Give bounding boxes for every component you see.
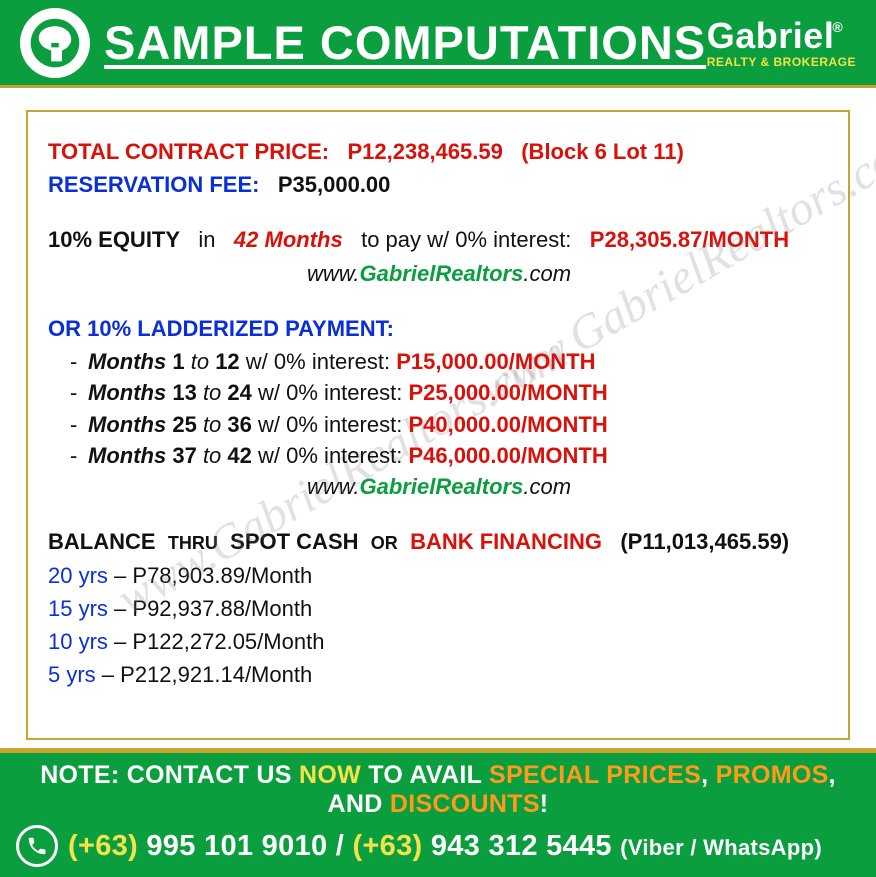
brand-logo-icon xyxy=(20,8,90,78)
finance-row: 5 yrs – P212,921.14/Month xyxy=(48,659,830,690)
header-bar: SAMPLE COMPUTATIONS Gabriel® REALTY & BR… xyxy=(0,0,876,88)
ladder-tier: Months 25 to 36 w/ 0% interest: P40,000.… xyxy=(70,409,830,440)
computation-panel: www.GabrielRealtors.com www.GabrielRealt… xyxy=(26,110,850,740)
header-title: SAMPLE COMPUTATIONS xyxy=(104,15,707,70)
footer-phone-line: (+63) 995 101 9010 / (+63) 943 312 5445 … xyxy=(16,825,860,867)
contract-label: TOTAL CONTRACT PRICE: xyxy=(48,139,329,164)
equity-in: in xyxy=(198,227,215,252)
equity-months: 42 Months xyxy=(234,227,343,252)
url-line-1: www.GabrielRealtors.com xyxy=(48,258,830,289)
finance-row: 20 yrs – P78,903.89/Month xyxy=(48,560,830,591)
contract-price-line: TOTAL CONTRACT PRICE: P12,238,465.59 (Bl… xyxy=(48,136,830,167)
phone-icon xyxy=(16,825,58,867)
footer-bar: NOTE: CONTACT US NOW TO AVAIL SPECIAL PR… xyxy=(0,748,876,877)
contract-amount: P12,238,465.59 xyxy=(347,139,502,164)
ladder-heading: OR 10% LADDERIZED PAYMENT: xyxy=(48,313,830,344)
balance-heading: BALANCE THRU SPOT CASH OR BANK FINANCING… xyxy=(48,526,830,557)
reservation-amount: P35,000.00 xyxy=(278,172,391,197)
reservation-line: RESERVATION FEE: P35,000.00 xyxy=(48,169,830,200)
ladder-tier: Months 13 to 24 w/ 0% interest: P25,000.… xyxy=(70,377,830,408)
url-line-2: www.GabrielRealtors.com xyxy=(48,471,830,502)
content-wrap: www.GabrielRealtors.com www.GabrielRealt… xyxy=(0,88,876,750)
footer-phone-text: (+63) 995 101 9010 / (+63) 943 312 5445 … xyxy=(68,830,822,863)
contract-unit: (Block 6 Lot 11) xyxy=(521,139,684,164)
reservation-label: RESERVATION FEE: xyxy=(48,172,259,197)
brand-block: Gabriel® REALTY & BROKERAGE xyxy=(707,18,856,68)
ladder-list: Months 1 to 12 w/ 0% interest: P15,000.0… xyxy=(48,346,830,471)
finance-row: 10 yrs – P122,272.05/Month xyxy=(48,626,830,657)
brand-subtitle: REALTY & BROKERAGE xyxy=(707,56,856,68)
ladder-tier: Months 37 to 42 w/ 0% interest: P46,000.… xyxy=(70,440,830,471)
brand-name: Gabriel® xyxy=(707,18,856,54)
ladder-tier: Months 1 to 12 w/ 0% interest: P15,000.0… xyxy=(70,346,830,377)
finance-row: 15 yrs – P92,937.88/Month xyxy=(48,593,830,624)
equity-amount: P28,305.87/MONTH xyxy=(590,227,789,252)
equity-line: 10% EQUITY in 42 Months to pay w/ 0% int… xyxy=(48,224,830,255)
footer-note: NOTE: CONTACT US NOW TO AVAIL SPECIAL PR… xyxy=(16,761,860,819)
equity-pct: 10% EQUITY xyxy=(48,227,180,252)
equity-tail: to pay w/ 0% interest: xyxy=(361,227,571,252)
